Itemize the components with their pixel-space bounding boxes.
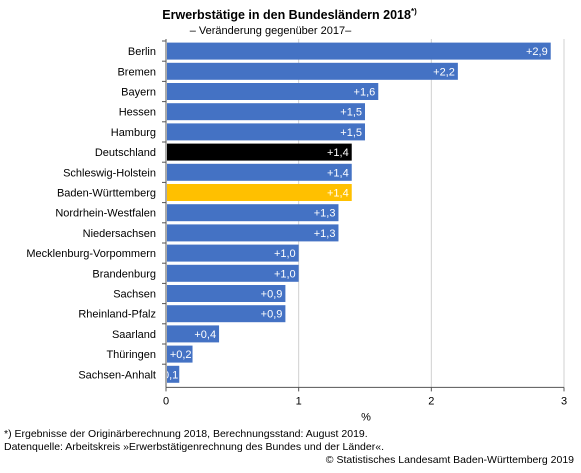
bar — [167, 184, 352, 201]
data-label: +1,4 — [327, 147, 349, 159]
category-label: Brandenburg — [92, 268, 156, 280]
bar — [167, 345, 193, 363]
bar — [167, 325, 220, 343]
category-label: Schleswig-Holstein — [63, 167, 156, 179]
data-label: +0,9 — [261, 289, 283, 301]
bar — [167, 285, 286, 302]
chart-subtitle: – Veränderung gegenüber 2017– — [189, 25, 352, 37]
data-label: +1,3 — [314, 208, 336, 220]
category-label: Rheinland-Pfalz — [78, 309, 156, 321]
data-label: +1,5 — [340, 107, 362, 119]
chart-header: Erwerbstätige in den Bundesländern 2018*… — [0, 6, 581, 37]
category-label: Niedersachsen — [83, 228, 156, 240]
data-label: +2,9 — [526, 46, 548, 58]
bars: Berlin +2,9 Bremen +2,2 Bayern +1,6 Hessen +1,5… — [26, 42, 551, 383]
bar — [167, 365, 180, 383]
bar — [167, 42, 551, 60]
bar — [167, 204, 339, 222]
category-label: Bremen — [117, 66, 156, 78]
x-tick-label: 3 — [561, 395, 567, 407]
data-label: +0,1 — [157, 369, 179, 381]
category-label: Nordrhein-Westfalen — [55, 208, 156, 220]
bar-chart: Berlin +2,9 Bremen +2,2 Bayern +1,6 Hessen +1,5… — [26, 39, 567, 423]
category-label: Thüringen — [106, 349, 156, 361]
bar — [167, 163, 352, 181]
chart-title-text: Erwerbstätige in den Bundesländern 2018 — [162, 8, 411, 22]
bar — [167, 143, 352, 161]
category-label: Baden-Württemberg — [57, 188, 156, 200]
category-label: Saarland — [112, 329, 156, 341]
category-label: Deutschland — [95, 147, 156, 159]
chart-footer: *) Ergebnisse der Originärberechnung 201… — [4, 428, 577, 467]
chart-title: Erwerbstätige in den Bundesländern 2018*… — [162, 7, 416, 22]
category-label: Hessen — [119, 107, 156, 119]
category-label: Bayern — [121, 87, 156, 99]
bar — [167, 83, 379, 100]
bar — [167, 103, 365, 121]
data-label: +1,4 — [327, 167, 349, 179]
data-label: +1,0 — [274, 248, 296, 260]
bar — [167, 244, 299, 262]
bar — [167, 264, 299, 282]
bar — [167, 62, 458, 80]
data-label: +1,0 — [274, 268, 296, 280]
data-source: Datenquelle: Arbeitskreis »Erwerbstätige… — [4, 441, 384, 453]
data-label: +1,4 — [327, 188, 349, 200]
axes: 0 1 2 3% — [162, 39, 567, 423]
category-label: Mecklenburg-Vorpommern — [26, 248, 156, 260]
x-tick-label: 1 — [296, 395, 302, 407]
data-label: +0,4 — [194, 329, 216, 341]
copyright-credit: © Statistisches Landesamt Baden-Württemb… — [325, 454, 574, 466]
x-axis-label: % — [361, 411, 371, 423]
data-label: +1,5 — [340, 127, 362, 139]
data-label: +0,9 — [261, 309, 283, 321]
data-label: +2,2 — [433, 66, 455, 78]
data-label: +1,6 — [354, 87, 376, 99]
bar — [167, 305, 286, 323]
category-label: Sachsen-Anhalt — [78, 369, 156, 381]
category-label: Hamburg — [111, 127, 156, 139]
x-tick-label: 2 — [428, 395, 434, 407]
category-label: Berlin — [128, 46, 156, 58]
x-tick-label: 0 — [163, 395, 169, 407]
bar — [167, 123, 365, 141]
title-footnote-marker: *) — [410, 6, 417, 16]
bar — [167, 224, 339, 242]
footnote: *) Ergebnisse der Originärberechnung 201… — [4, 428, 368, 440]
category-label: Sachsen — [113, 289, 156, 301]
data-label: +0,2 — [170, 349, 192, 361]
data-label: +1,3 — [314, 228, 336, 240]
